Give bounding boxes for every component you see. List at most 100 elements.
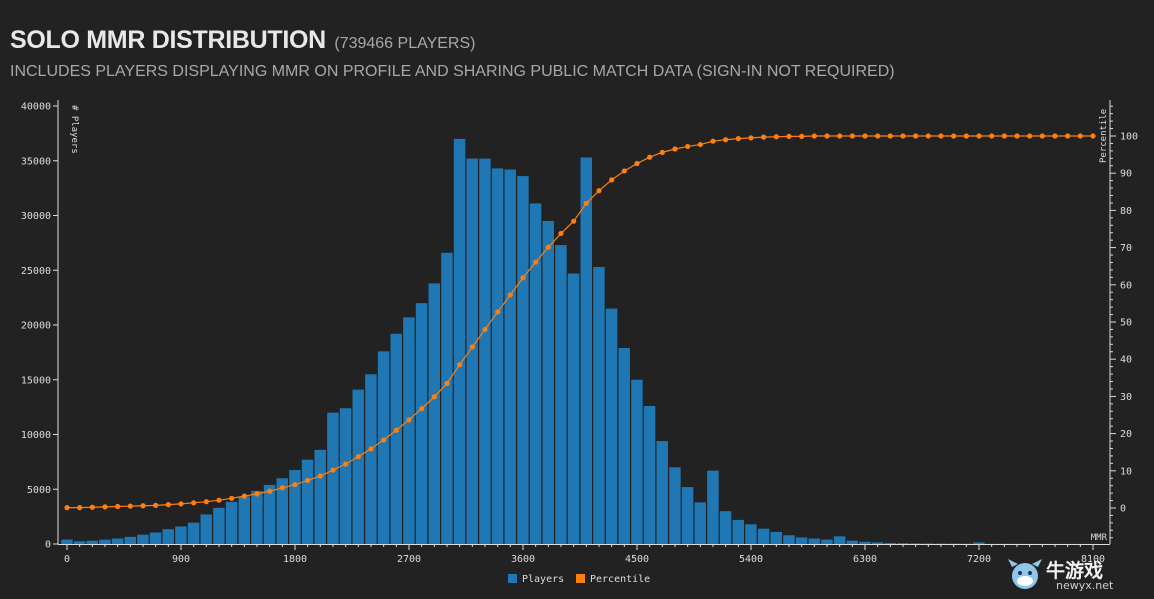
bar <box>377 351 390 544</box>
percentile-point <box>153 502 159 508</box>
y-right-axis-title: Percentile <box>1099 109 1109 163</box>
bar <box>238 496 250 544</box>
legend-label: Percentile <box>590 574 650 585</box>
y-left-tick-label: 10000 <box>21 430 51 441</box>
y-left-tick-label: 25000 <box>21 266 51 277</box>
bar <box>200 514 212 544</box>
y-right-tick-label: 50 <box>1120 318 1132 329</box>
percentile-point <box>659 149 665 155</box>
bar <box>922 543 934 544</box>
percentile-point <box>583 200 589 206</box>
percentile-point <box>279 485 285 491</box>
legend-swatch <box>508 574 517 583</box>
percentile-point <box>824 133 830 139</box>
x-tick-label: 8100 <box>1081 554 1105 565</box>
bar <box>656 441 668 544</box>
percentile-point <box>419 406 425 412</box>
bar <box>61 539 73 544</box>
bar <box>745 524 757 544</box>
percentile-point <box>571 218 577 224</box>
cow-logo-icon <box>1008 559 1042 589</box>
bar <box>542 220 554 544</box>
bar <box>86 540 98 544</box>
x-tick-label: 2700 <box>397 554 421 565</box>
chart-subtitle: INCLUDES PLAYERS DISPLAYING MMR ON PROFI… <box>10 63 895 80</box>
bar <box>897 543 909 544</box>
bar <box>327 412 339 544</box>
percentile-point <box>1065 133 1071 139</box>
y-right-tick-label: 60 <box>1120 280 1132 291</box>
axes: 0500010000150002000025000300003500040000… <box>21 100 1138 565</box>
percentile-point <box>368 446 374 452</box>
x-tick-label: 5400 <box>739 554 763 565</box>
x-tick-label: 900 <box>172 554 190 565</box>
y-right-tick-label: 90 <box>1120 169 1132 180</box>
percentile-point <box>1001 133 1007 139</box>
bar <box>593 266 605 544</box>
percentile-point <box>1077 133 1083 139</box>
percentile-series <box>64 133 1096 511</box>
percentile-point <box>77 505 83 511</box>
x-tick-label: 6300 <box>853 554 877 565</box>
y-left-tick-label: 5000 <box>27 485 51 496</box>
percentile-point <box>1052 133 1058 139</box>
legend-swatch <box>576 574 585 583</box>
x-tick-label: 4500 <box>625 554 649 565</box>
bar <box>795 537 808 544</box>
percentile-point <box>609 177 615 183</box>
percentile-point <box>900 133 906 139</box>
percentile-point <box>1090 133 1096 139</box>
bar <box>441 252 453 545</box>
legend-label: Players <box>522 574 564 585</box>
percentile-point <box>976 133 982 139</box>
percentile-line <box>67 135 1093 509</box>
bar <box>403 317 415 544</box>
percentile-point <box>1039 133 1045 139</box>
bar <box>808 538 820 544</box>
x-tick-label: 7200 <box>967 554 991 565</box>
x-tick-label: 3600 <box>511 554 535 565</box>
y-right-tick-label: 30 <box>1120 392 1132 403</box>
percentile-point <box>710 138 716 144</box>
percentile-point <box>913 133 919 139</box>
percentile-point <box>507 292 513 298</box>
bar <box>314 449 326 544</box>
bar <box>631 379 643 544</box>
percentile-point <box>735 136 741 142</box>
bar <box>365 374 377 544</box>
percentile-point <box>457 362 463 368</box>
percentile-point <box>165 502 171 508</box>
percentile-point <box>64 505 70 511</box>
percentile-point <box>317 473 323 479</box>
percentile-point <box>533 259 539 265</box>
percentile-point <box>799 133 805 139</box>
y-left-tick-label: 30000 <box>21 211 51 222</box>
bar <box>251 490 263 544</box>
y-right-tick-label: 100 <box>1120 132 1138 143</box>
percentile-point <box>634 160 640 167</box>
bar <box>149 532 162 544</box>
bar-series <box>61 138 1099 545</box>
percentile-point <box>431 394 437 400</box>
y-left-tick-label: 20000 <box>21 321 51 332</box>
percentile-point <box>469 344 475 350</box>
percentile-point <box>393 427 399 433</box>
bar <box>263 484 276 544</box>
bar <box>415 303 428 544</box>
bar <box>707 470 719 544</box>
percentile-point <box>191 500 197 506</box>
percentile-point <box>545 244 551 250</box>
bar <box>301 459 314 544</box>
bar <box>757 528 770 544</box>
y-right-tick-label: 80 <box>1120 206 1132 217</box>
percentile-point <box>203 499 209 505</box>
percentile-point <box>127 503 133 509</box>
percentile-point <box>305 477 311 484</box>
y-right-tick-label: 70 <box>1120 243 1132 254</box>
bar <box>213 507 225 544</box>
y-right-tick-label: 10 <box>1120 466 1132 477</box>
legend: Players Percentile <box>508 574 650 585</box>
percentile-point <box>140 503 146 509</box>
bar <box>99 539 111 544</box>
